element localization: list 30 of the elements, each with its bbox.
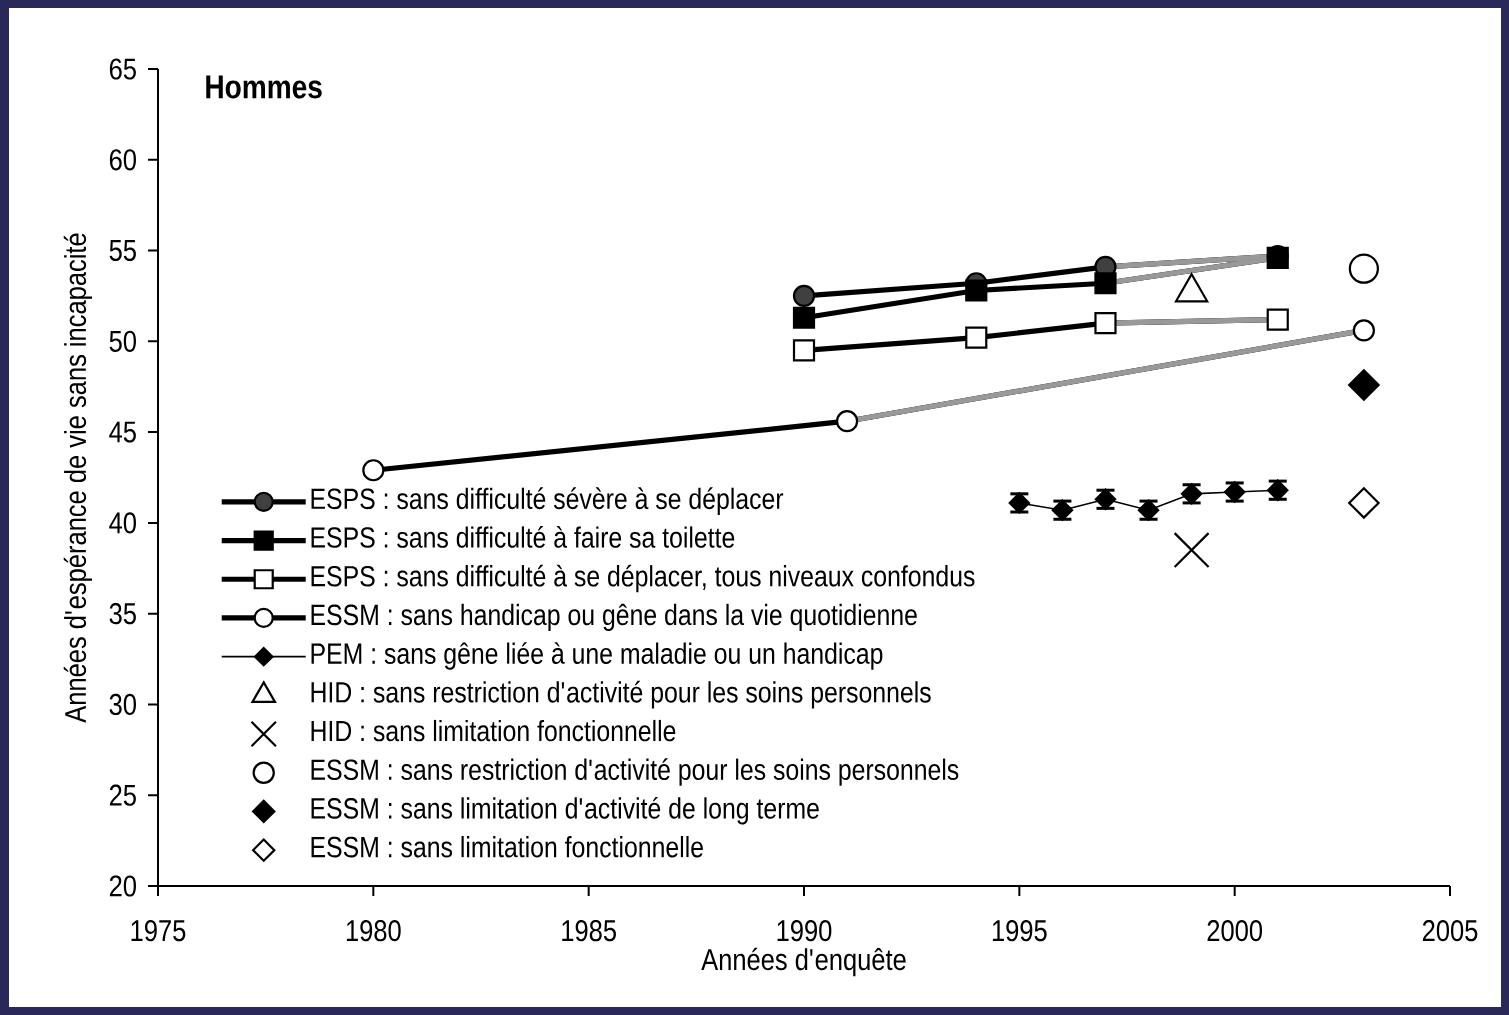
x-tick-label: 2000 [1207, 920, 1263, 942]
legend-label: ESSM : sans restriction d'activité pour les soins personnels [311, 758, 959, 786]
legend-label: PEM : sans gêne liée à une maladie ou un handicap [311, 642, 883, 670]
y-tick-label: 35 [109, 603, 136, 625]
y-tick-label: 55 [109, 240, 136, 261]
y-tick-label: 60 [109, 149, 136, 171]
y-tick-label: 30 [109, 693, 136, 716]
legend-label: ESSM : sans limitation d'activité de long terme [311, 796, 819, 825]
y-tick-label: 50 [109, 330, 136, 352]
x-tick-label: 1990 [777, 920, 832, 942]
x-tick-label: 1975 [131, 920, 186, 942]
chart-title: Hommes [206, 75, 322, 99]
y-axis-title: Années d'espérance de vie sans incapacité [63, 233, 93, 723]
legend-label: ESSM : sans limitation fonctionnelle [311, 836, 703, 858]
x-tick-label: 1985 [562, 920, 616, 942]
y-tick-label: 40 [109, 512, 136, 534]
legend-label: ESSM : sans handicap ou gêne dans la vie quotidienne [311, 603, 917, 632]
x-axis-title: Années d'enquête [701, 947, 906, 977]
legend-label: HID : sans limitation fonctionnelle [311, 719, 676, 742]
x-tick-label: 2005 [1422, 920, 1478, 942]
x-tick-label: 1980 [346, 920, 401, 942]
y-tick-label: 25 [109, 784, 136, 806]
y-tick-label: 45 [109, 421, 136, 443]
y-tick-label: 20 [109, 875, 136, 897]
legend-label: HID : sans restriction d'activité pour les soins personnels [311, 680, 931, 709]
legend-label: ESPS : sans difficulté à faire sa toilette [311, 526, 735, 548]
legend-label: ESPS : sans difficulté à se déplacer, tous niveaux confondus [311, 564, 975, 593]
y-tick-label: 65 [109, 58, 136, 80]
x-tick-label: 1995 [992, 920, 1047, 942]
legend-label: ESPS : sans difficulté sévère à se déplacer [311, 487, 784, 515]
